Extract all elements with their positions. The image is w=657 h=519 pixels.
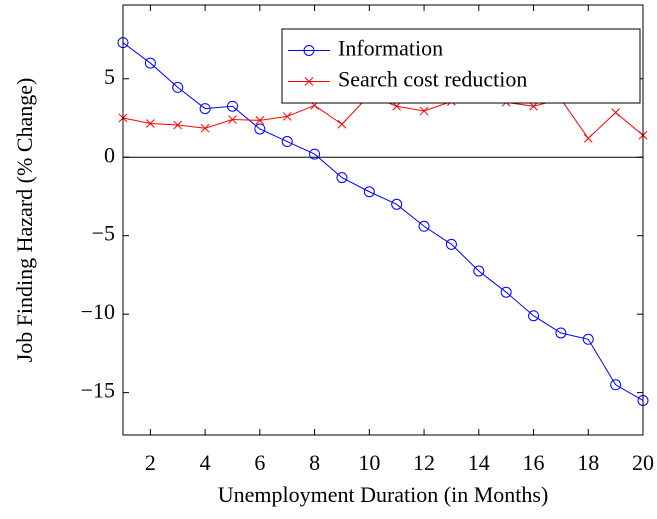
legend-box <box>281 28 641 104</box>
x-tick-label: 2 <box>145 450 156 475</box>
y-axis-label: Job Finding Hazard (% Change) <box>12 78 37 363</box>
x-tick-label: 12 <box>413 450 435 475</box>
marker <box>282 112 292 121</box>
marker <box>199 103 211 115</box>
marker <box>336 172 348 184</box>
legend-label: Search cost reduction <box>338 67 527 92</box>
marker <box>473 265 485 277</box>
marker <box>226 100 238 112</box>
x-tick-label: 4 <box>200 450 211 475</box>
marker <box>555 327 567 339</box>
marker <box>529 101 538 111</box>
marker <box>445 238 457 250</box>
x-tick-label: 8 <box>309 450 320 475</box>
marker <box>281 136 293 148</box>
x-tick-label: 10 <box>358 450 380 475</box>
marker <box>172 81 184 93</box>
x-axis-label: Unemployment Duration (in Months) <box>218 482 549 507</box>
marker <box>144 57 156 69</box>
y-tick-label: −15 <box>81 378 115 403</box>
marker <box>391 198 403 210</box>
marker <box>228 115 237 124</box>
legend: Information Search cost reduction <box>281 28 641 104</box>
x-tick-label: 16 <box>523 450 545 475</box>
marker <box>582 333 594 345</box>
marker <box>392 101 402 111</box>
y-tick-label: 5 <box>104 64 115 89</box>
marker <box>255 115 265 125</box>
marker <box>309 148 321 160</box>
marker <box>254 123 266 135</box>
marker <box>528 310 540 322</box>
legend-marker <box>303 45 315 56</box>
x-tick-label: 18 <box>577 450 599 475</box>
x-tick-label: 20 <box>632 450 654 475</box>
y-tick-label: 0 <box>104 142 115 167</box>
marker <box>500 286 512 298</box>
marker <box>337 119 347 129</box>
y-tick-label: −10 <box>81 299 115 324</box>
marker <box>200 123 210 133</box>
x-tick-label: 6 <box>254 450 265 475</box>
marker <box>173 120 183 130</box>
legend-label: Information <box>338 36 443 61</box>
marker <box>363 186 375 198</box>
legend-marker <box>304 77 314 86</box>
marker <box>610 379 622 391</box>
marker <box>418 220 430 232</box>
marker <box>146 119 155 128</box>
plot-frame <box>122 4 644 436</box>
marker <box>419 106 429 116</box>
x-tick-label: 14 <box>468 450 490 475</box>
marker <box>611 108 620 117</box>
marker <box>583 134 593 143</box>
y-tick-label: −5 <box>92 221 115 246</box>
